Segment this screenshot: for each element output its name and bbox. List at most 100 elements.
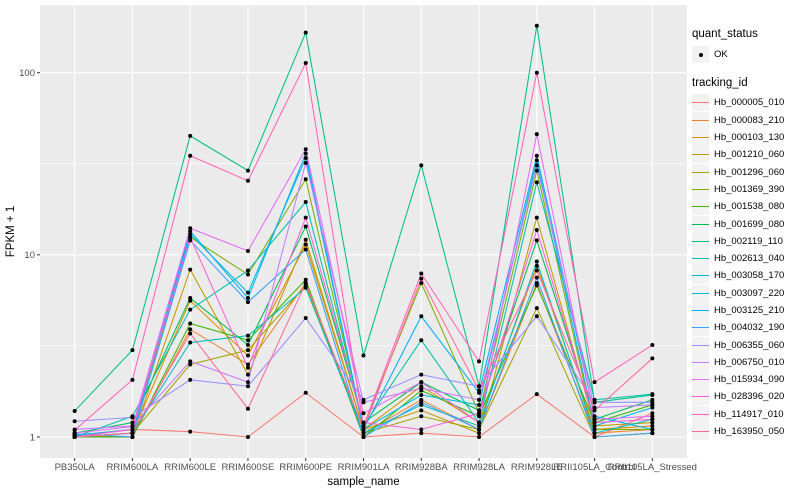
series-color-line — [692, 344, 709, 346]
data-point — [245, 365, 250, 370]
series-color-line — [692, 223, 709, 225]
legend-item-Hb_003097_220: Hb_003097_220 — [692, 284, 798, 302]
x-tick-label: RRIM928BA — [395, 462, 448, 473]
data-point — [245, 168, 250, 173]
data-point — [650, 423, 655, 428]
line-swatch-icon — [692, 111, 709, 129]
data-point — [534, 283, 539, 288]
data-point — [477, 411, 482, 416]
data-point — [188, 331, 193, 336]
legend-item-Hb_001699_080: Hb_001699_080 — [692, 215, 798, 233]
data-point — [477, 388, 482, 393]
data-point — [303, 390, 308, 395]
data-point — [592, 431, 597, 436]
data-point — [303, 224, 308, 229]
data-point — [130, 348, 135, 353]
data-point — [592, 435, 597, 439]
data-point — [245, 333, 250, 338]
series-color-line — [692, 137, 709, 139]
data-point — [419, 163, 424, 168]
data-point — [130, 420, 135, 425]
series-color-line — [692, 206, 709, 208]
x-axis-title: sample_name — [327, 476, 399, 488]
x-tick-label: RRII105LA_Stressed — [608, 462, 697, 473]
data-point — [303, 242, 308, 247]
data-point — [188, 307, 193, 312]
point-marker-key — [692, 46, 709, 64]
data-point — [534, 314, 539, 319]
data-point — [419, 314, 424, 319]
line-swatch-icon — [692, 284, 709, 302]
data-point — [245, 290, 250, 295]
data-point — [534, 132, 539, 137]
line-swatch-icon — [692, 423, 709, 441]
line-swatch-icon — [692, 232, 709, 250]
data-point — [477, 402, 482, 407]
data-point — [477, 384, 482, 389]
legend-item-Hb_006355_060: Hb_006355_060 — [692, 336, 798, 354]
data-point — [303, 147, 308, 152]
data-point — [245, 268, 250, 273]
data-point — [245, 342, 250, 347]
data-point — [419, 393, 424, 398]
data-point — [477, 435, 482, 439]
legend-item-Hb_001210_060: Hb_001210_060 — [692, 146, 798, 164]
legend-item-Hb_000005_010: Hb_000005_010 — [692, 94, 798, 112]
data-point — [245, 435, 250, 439]
data-point — [303, 237, 308, 242]
data-point — [188, 295, 193, 300]
data-point — [419, 414, 424, 419]
data-point — [534, 268, 539, 273]
x-tick-label: RRIM928LA — [453, 462, 505, 473]
data-point — [419, 338, 424, 343]
series-color-line — [692, 171, 709, 173]
data-point — [72, 431, 77, 436]
data-point — [419, 276, 424, 281]
data-point — [361, 411, 366, 416]
data-point — [592, 414, 597, 419]
data-point — [303, 281, 308, 286]
y-axis-title: FPKM + 1 — [5, 206, 17, 257]
series-color-line — [692, 119, 709, 121]
data-point — [303, 30, 308, 35]
data-point — [245, 272, 250, 277]
x-tick-label: RRIM600SE — [222, 462, 275, 473]
data-point — [245, 362, 250, 367]
line-swatch-icon — [692, 129, 709, 147]
legend-item-label: Hb_001296_060 — [714, 166, 785, 178]
data-point — [361, 400, 366, 405]
legend-item-label: Hb_001538_080 — [714, 201, 785, 213]
data-point — [419, 400, 424, 405]
legend-item-label: Hb_001369_390 — [714, 183, 785, 195]
data-point — [592, 423, 597, 428]
data-point — [303, 177, 308, 182]
data-point — [477, 397, 482, 402]
line-swatch-icon — [692, 94, 709, 112]
data-point — [188, 229, 193, 234]
x-tick-label: PB350LA — [55, 462, 96, 473]
x-tick-label: RRIM600PE — [279, 462, 332, 473]
legend-item-label: Hb_006355_060 — [714, 339, 785, 351]
data-point — [130, 415, 135, 420]
series-color-line — [692, 258, 709, 260]
data-point — [534, 215, 539, 220]
legend-item-Hb_114917_010: Hb_114917_010 — [692, 405, 798, 423]
line-swatch-icon — [692, 198, 709, 216]
data-point — [303, 277, 308, 282]
data-point — [72, 419, 77, 424]
data-point — [534, 227, 539, 232]
series-color-line — [692, 275, 709, 277]
line-swatch-icon — [692, 250, 709, 268]
series-color-line — [692, 188, 709, 190]
legend-item-Hb_003125_210: Hb_003125_210 — [692, 302, 798, 319]
line-swatch-icon — [692, 215, 709, 233]
data-point — [419, 380, 424, 385]
data-point — [534, 163, 539, 168]
legend-item-Hb_002613_040: Hb_002613_040 — [692, 250, 798, 268]
legend-item-Hb_000083_210: Hb_000083_210 — [692, 111, 798, 129]
legend-item-Hb_006750_010: Hb_006750_010 — [692, 353, 798, 371]
data-point — [650, 411, 655, 416]
series-color-line — [692, 102, 709, 104]
data-point — [303, 285, 308, 290]
legend-title-quant-status: quant_status — [692, 28, 758, 40]
